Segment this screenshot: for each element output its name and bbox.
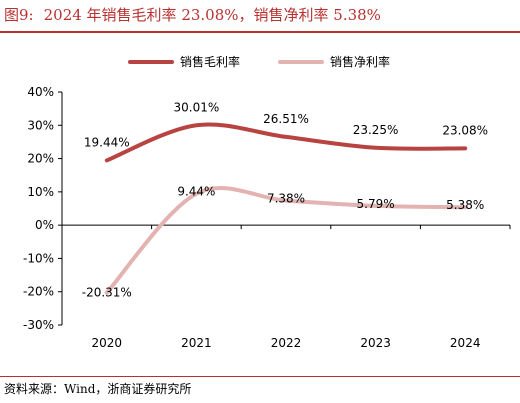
y-tick-label: -20% — [23, 285, 54, 299]
gross-margin-label: 26.51% — [263, 112, 309, 126]
y-tick-label: -10% — [23, 251, 54, 265]
legend-label-net: 销售净利率 — [330, 54, 390, 69]
x-tick-label: 2020 — [92, 336, 123, 350]
series-lines — [104, 122, 468, 295]
net-margin-line — [104, 186, 468, 295]
title-text: 2024 年销售毛利率 23.08%，销售净利率 5.38% — [43, 6, 381, 24]
line-chart: 销售毛利率 销售净利率 -30% -20% -10% 0% 10% 20% 30% 40% 202… — [23, 54, 511, 350]
net-margin-label: 7.38% — [267, 192, 305, 206]
title-rule — [0, 31, 520, 33]
x-tick-label: 2024 — [450, 336, 481, 350]
legend: 销售毛利率 销售净利率 — [128, 54, 390, 69]
gross-margin-label: 30.01% — [174, 100, 220, 114]
x-tick-label: 2021 — [181, 336, 212, 350]
gross-margin-label: 19.44% — [84, 135, 130, 149]
net-margin-label: 9.44% — [177, 185, 215, 199]
legend-label-gross: 销售毛利率 — [180, 54, 240, 69]
y-tick-label: 10% — [27, 185, 54, 199]
chart-title: 图9: 2024 年销售毛利率 23.08%，销售净利率 5.38% — [4, 4, 516, 26]
gross-margin-line — [104, 122, 468, 163]
gross-margin-label: 23.25% — [353, 123, 399, 137]
x-tick-label: 2023 — [360, 336, 391, 350]
source-rule — [0, 376, 520, 377]
x-tick-label: 2022 — [271, 336, 302, 350]
net-margin-label: -20.31% — [82, 286, 132, 300]
net-margin-label: 5.38% — [446, 198, 484, 212]
data-labels: 19.44% 30.01% 26.51% 23.25% 23.08% -20.31% 9.4… — [82, 100, 488, 299]
y-tick-label: 20% — [27, 152, 54, 166]
y-tick-label: 40% — [27, 85, 54, 99]
gross-margin-label: 23.08% — [442, 123, 488, 137]
y-tick-label: 30% — [27, 118, 54, 132]
figure-label: 图9: — [4, 6, 34, 24]
axes: -30% -20% -10% 0% 10% 20% 30% 40% 2020 2021 2022 20… — [23, 85, 511, 350]
y-tick-label: 0% — [35, 218, 54, 232]
net-margin-label: 5.79% — [357, 197, 395, 211]
source-note: 资料来源：Wind，浙商证券研究所 — [4, 382, 192, 396]
y-tick-label: -30% — [23, 318, 54, 332]
